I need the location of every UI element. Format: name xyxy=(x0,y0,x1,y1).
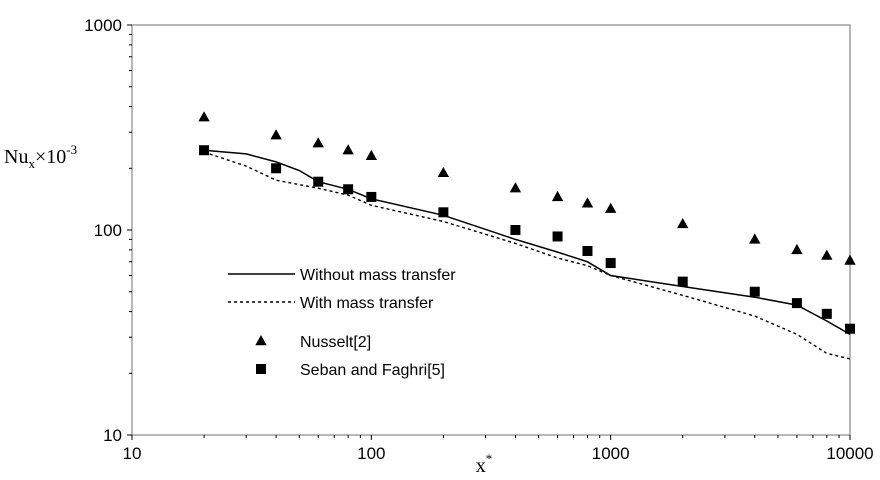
seban-faghri-square-point xyxy=(749,286,760,297)
y-axis-title-base: Nu xyxy=(4,146,28,168)
nusselt-triangle-point xyxy=(509,182,522,193)
seban-faghri-square-point xyxy=(313,176,324,187)
series-markers xyxy=(198,111,856,334)
nusselt-triangle-point xyxy=(270,129,282,140)
series-line-without-mass-transfer xyxy=(203,149,851,335)
seban-faghri-square-point xyxy=(791,298,802,309)
seban-faghri-square-point xyxy=(366,191,377,202)
legend-label: Nusselt[2] xyxy=(300,334,371,351)
legend-label: With mass transfer xyxy=(300,295,434,312)
x-tick-label: 10 xyxy=(123,444,142,463)
seban-faghri-square-point xyxy=(271,163,282,174)
x-tick-label: 100 xyxy=(357,444,385,463)
x-tick-label: 1000 xyxy=(592,444,630,463)
y-axis-title-mid: ×10 xyxy=(35,146,66,168)
nusselt-triangle-point xyxy=(437,166,450,178)
seban-faghri-square-point xyxy=(199,145,210,156)
seban-faghri-square-point xyxy=(845,323,855,334)
series-lines xyxy=(203,149,851,360)
nusselt-triangle-point xyxy=(791,243,803,255)
plot-frame xyxy=(131,24,851,436)
seban-faghri-square-point xyxy=(343,184,354,195)
x-axis-title-sup: * xyxy=(486,451,493,466)
legend-swatch-triangle xyxy=(255,335,267,346)
nusselt-triangle-point xyxy=(365,149,378,161)
nusselt-triangle-point xyxy=(581,197,594,208)
y-tick-label: 10 xyxy=(103,426,122,445)
y-tick-label: 100 xyxy=(94,221,122,240)
seban-faghri-square-point xyxy=(582,245,593,256)
nusselt-triangle-point xyxy=(844,254,856,265)
nusselt-triangle-point xyxy=(604,202,617,213)
nusselt-triangle-point xyxy=(342,144,354,155)
series-line-with-mass-transfer xyxy=(203,151,851,360)
y-tick-label: 1000 xyxy=(84,16,122,35)
x-axis-title-base: x xyxy=(476,455,486,477)
nusselt-triangle-point xyxy=(821,249,833,260)
seban-faghri-square-point xyxy=(821,308,832,319)
nusselt-triangle-point xyxy=(749,233,761,244)
nusselt-triangle-point xyxy=(312,137,324,148)
x-tick-label: 10000 xyxy=(826,444,873,463)
x-axis-title: x* xyxy=(476,451,493,477)
legend-swatch-square xyxy=(256,364,266,374)
seban-faghri-square-point xyxy=(438,207,449,218)
seban-faghri-square-point xyxy=(677,276,688,287)
seban-faghri-square-point xyxy=(605,258,616,269)
nusselt-triangle-point xyxy=(551,190,564,202)
y-axis-title: Nux×10-3 xyxy=(4,142,77,171)
nusselt-triangle-point xyxy=(198,111,210,122)
nusselt-triangle-point xyxy=(677,217,689,229)
y-axis-title-sup: -3 xyxy=(66,142,77,157)
seban-faghri-square-point xyxy=(510,225,521,235)
legend-label: Without mass transfer xyxy=(300,267,456,284)
legend-label: Seban and Faghri[5] xyxy=(300,362,445,379)
seban-faghri-square-point xyxy=(552,231,563,242)
legend: Without mass transfer With mass transfer N… xyxy=(228,267,456,379)
axes: 10 100 1000 10 100 1000 10000 xyxy=(84,16,873,463)
y-axis-title-sub: x xyxy=(28,156,35,171)
